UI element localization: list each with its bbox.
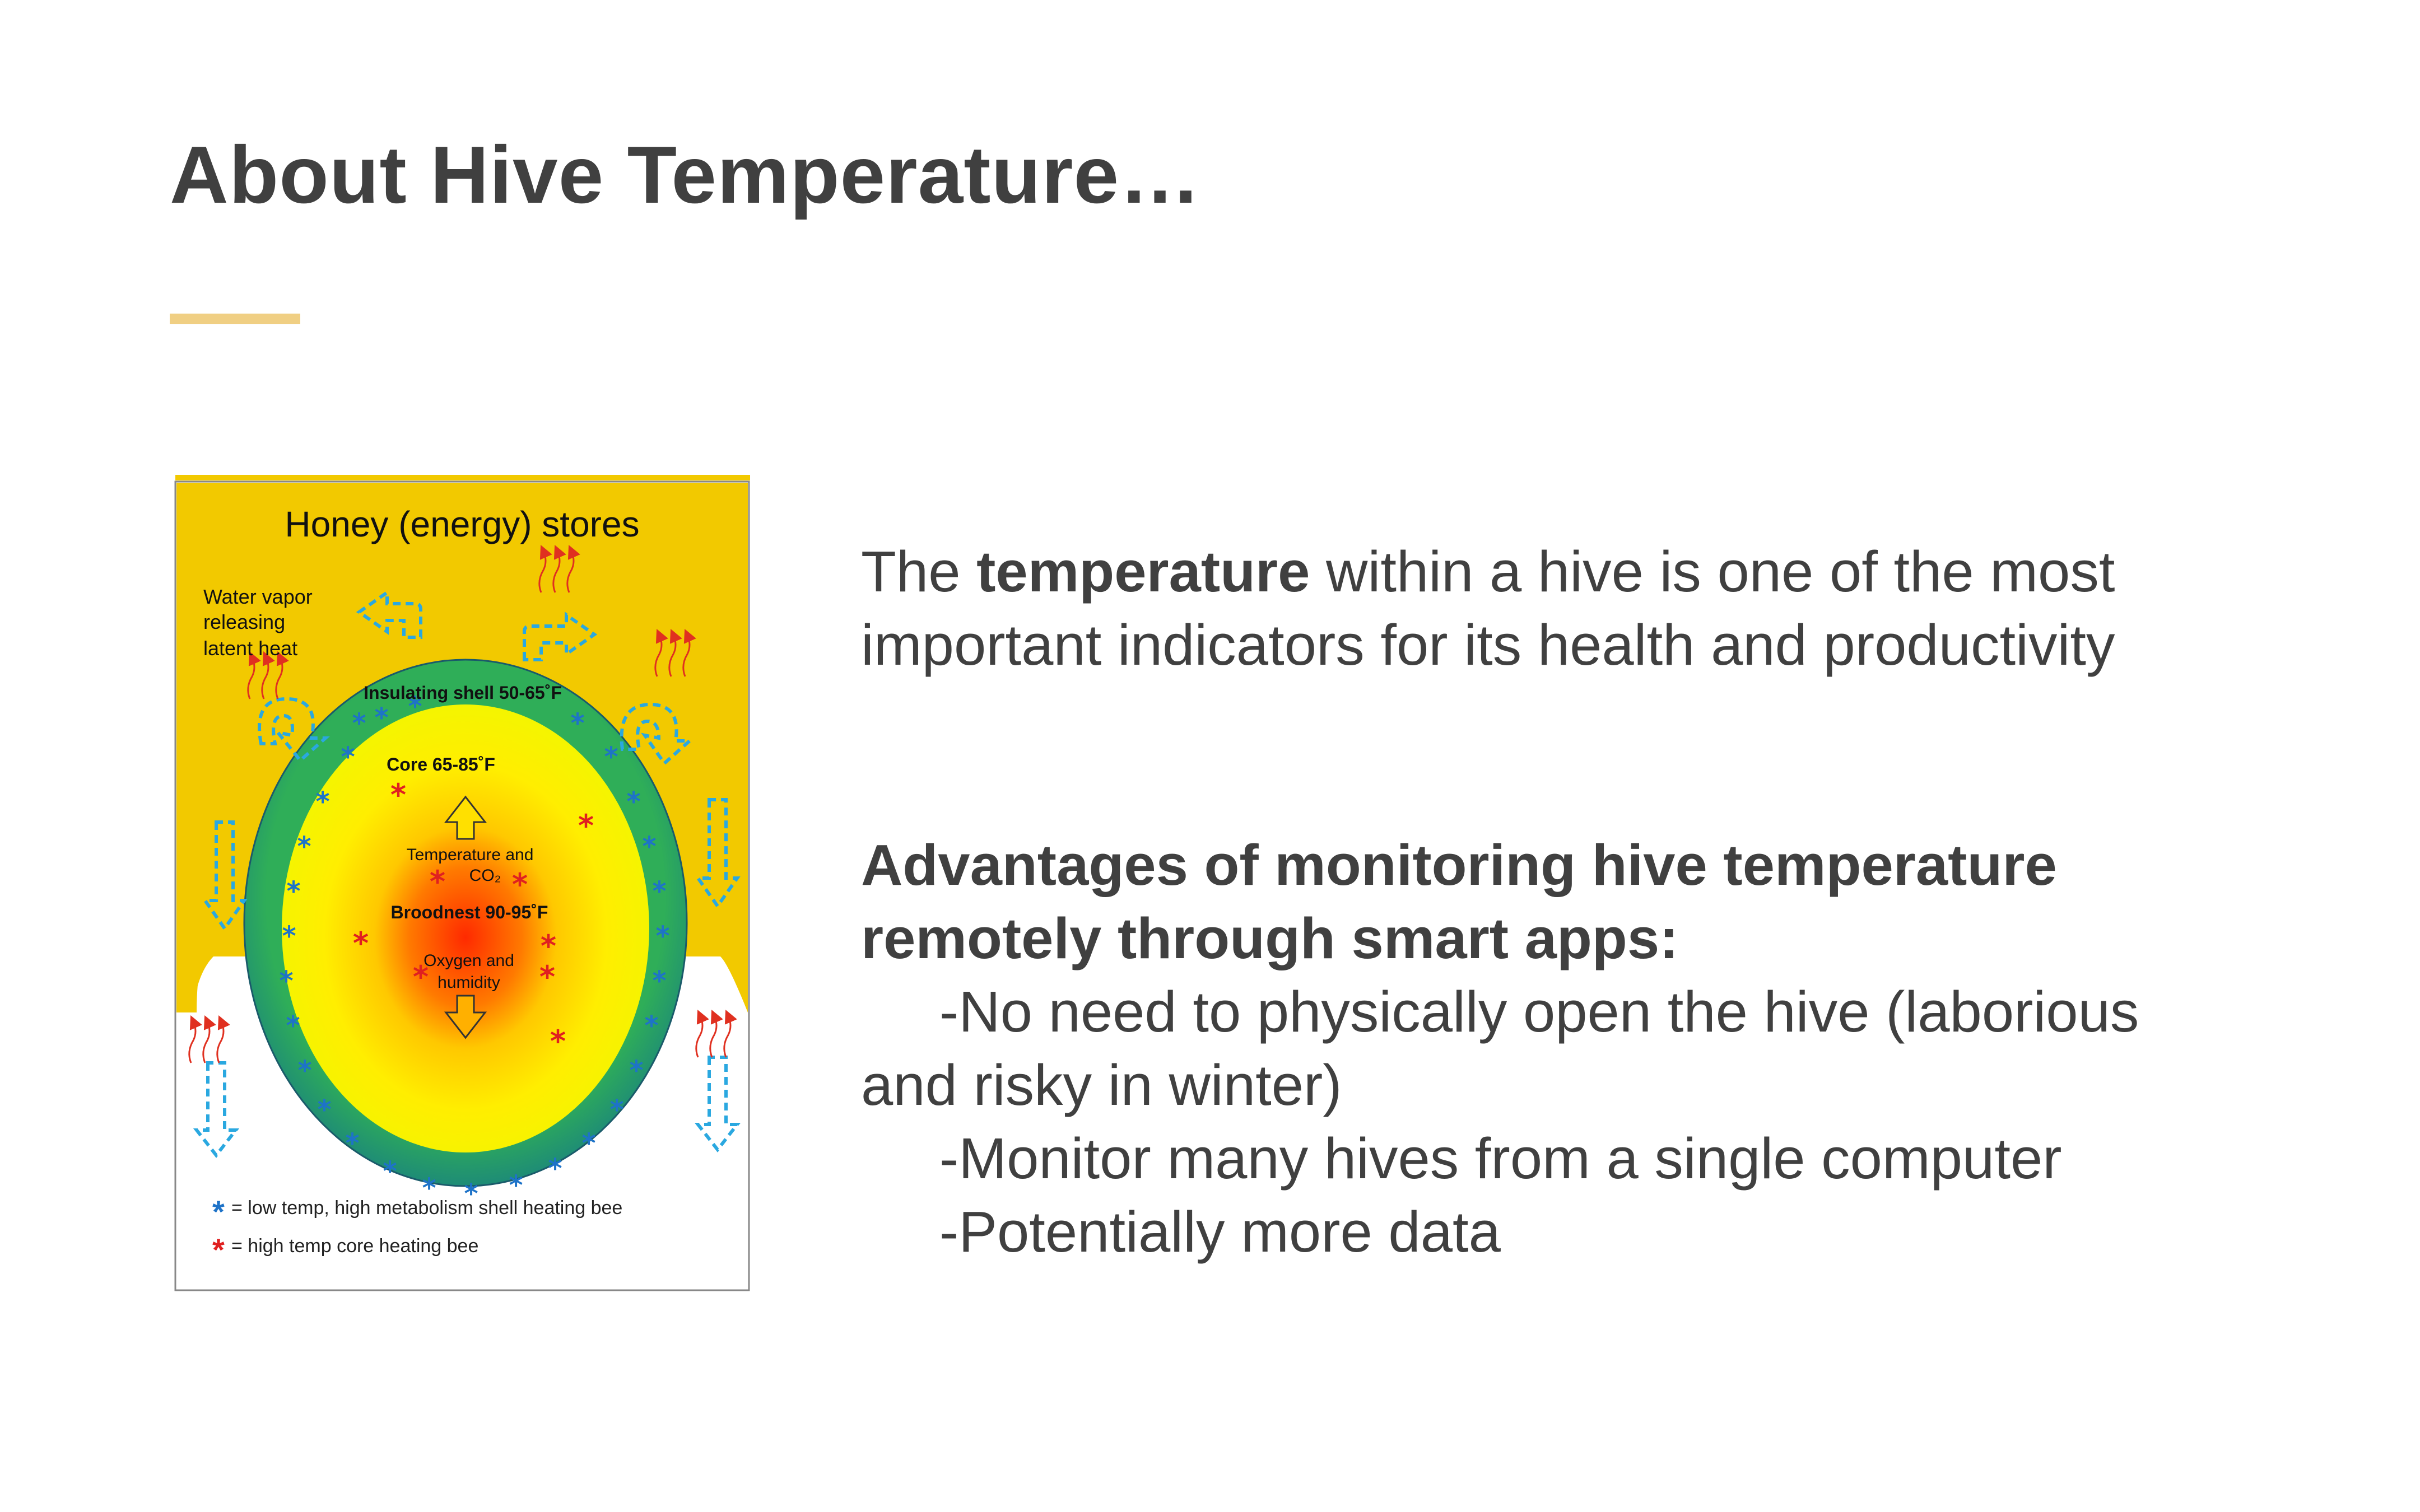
svg-text:*: *	[539, 959, 555, 995]
advantage-item: -No need to physically open the hive (la…	[939, 979, 2139, 1044]
svg-text:*: *	[570, 708, 584, 739]
svg-text:*: *	[652, 876, 666, 907]
down-arrow-icon	[444, 995, 487, 1039]
svg-text:*: *	[282, 921, 296, 952]
temperature-co2-label: CO₂	[469, 866, 501, 885]
temperature-emphasis: temperature	[976, 539, 1310, 604]
svg-text:*: *	[390, 777, 406, 813]
svg-text:*: *	[286, 876, 300, 907]
svg-text:*: *	[642, 831, 656, 862]
svg-text:*: *	[297, 1055, 311, 1086]
advantage-item-continued: and risky in winter)	[861, 1053, 1342, 1117]
svg-text:*: *	[279, 965, 293, 997]
advantage-item: -Potentially more data	[939, 1200, 1501, 1264]
svg-text:*: *	[315, 786, 329, 818]
broodnest-core	[282, 704, 649, 1152]
svg-text:*: *	[541, 928, 556, 964]
svg-text:*: *	[352, 708, 366, 739]
svg-text:*: *	[548, 1153, 562, 1184]
svg-text:*: *	[655, 921, 669, 952]
water-vapor-label: Water vapor	[203, 585, 313, 608]
svg-text:*: *	[464, 1178, 478, 1210]
blue-star-icon: *	[212, 1194, 225, 1229]
honey-stores-label: Honey (energy) stores	[285, 504, 639, 544]
oxygen-humidity-label: Oxygen and	[424, 951, 514, 970]
water-vapor-label: latent heat	[203, 637, 297, 660]
svg-text:*: *	[629, 1055, 643, 1086]
body-text: The temperature within a hive is one of …	[861, 535, 2273, 1268]
slide-title: About Hive Temperature…	[170, 129, 1202, 220]
shell-bee-markers: *** *** *** *** * * * *** *** *** *** **	[279, 691, 669, 1210]
oxygen-humidity-label: humidity	[438, 973, 500, 992]
svg-text:*: *	[578, 808, 594, 843]
svg-text:*: *	[383, 1156, 397, 1187]
svg-text:*: *	[353, 926, 369, 961]
legend-shell-bee: = low temp, high metabolism shell heatin…	[231, 1197, 622, 1219]
svg-text:*: *	[550, 1024, 566, 1059]
svg-text:*: *	[652, 965, 666, 997]
svg-text:*: *	[345, 1128, 359, 1159]
core-label: Core 65-85˚F	[387, 754, 495, 774]
svg-text:*: *	[341, 741, 355, 773]
svg-text:*: *	[430, 864, 445, 899]
figure-legend: * = low temp, high metabolism shell heat…	[212, 1194, 622, 1267]
hive-temperature-diagram: * * * * * * * * * * * * * * * * * * * * * * * * * * * * * *…	[174, 475, 751, 1292]
svg-text:*: *	[422, 1173, 436, 1204]
water-vapor-label: releasing	[203, 610, 285, 633]
insulating-shell-label: Insulating shell 50-65˚F	[364, 683, 562, 703]
svg-text:*: *	[408, 691, 422, 722]
up-arrow-icon	[444, 795, 487, 840]
svg-text:*: *	[604, 741, 618, 773]
advantage-item: -Monitor many hives from a single comput…	[939, 1126, 2062, 1191]
svg-text:*: *	[374, 702, 388, 734]
broodnest-label: Broodnest 90-95˚F	[391, 902, 548, 922]
svg-text:*: *	[297, 831, 311, 862]
red-star-icon: *	[212, 1232, 225, 1267]
svg-text:*: *	[413, 959, 429, 995]
legend-core-bee: = high temp core heating bee	[231, 1235, 478, 1257]
temperature-co2-label: Temperature and	[407, 846, 534, 864]
air-flow-arrows	[193, 589, 741, 1158]
core-bee-markers: *** ** * * **	[353, 777, 594, 1059]
svg-text:*: *	[317, 1094, 331, 1126]
svg-text:*: *	[286, 1010, 300, 1042]
svg-text:*: *	[626, 786, 640, 818]
intro-paragraph: The temperature within a hive is one of …	[861, 539, 2115, 677]
advantages-heading: Advantages of monitoring hive temperatur…	[861, 833, 2057, 970]
heat-release-arrows	[188, 545, 737, 1063]
svg-text:*: *	[609, 1094, 623, 1126]
svg-text:*: *	[581, 1128, 595, 1159]
svg-text:*: *	[509, 1170, 523, 1201]
svg-text:*: *	[644, 1010, 658, 1042]
svg-text:*: *	[512, 867, 528, 902]
title-accent-bar	[170, 314, 300, 324]
